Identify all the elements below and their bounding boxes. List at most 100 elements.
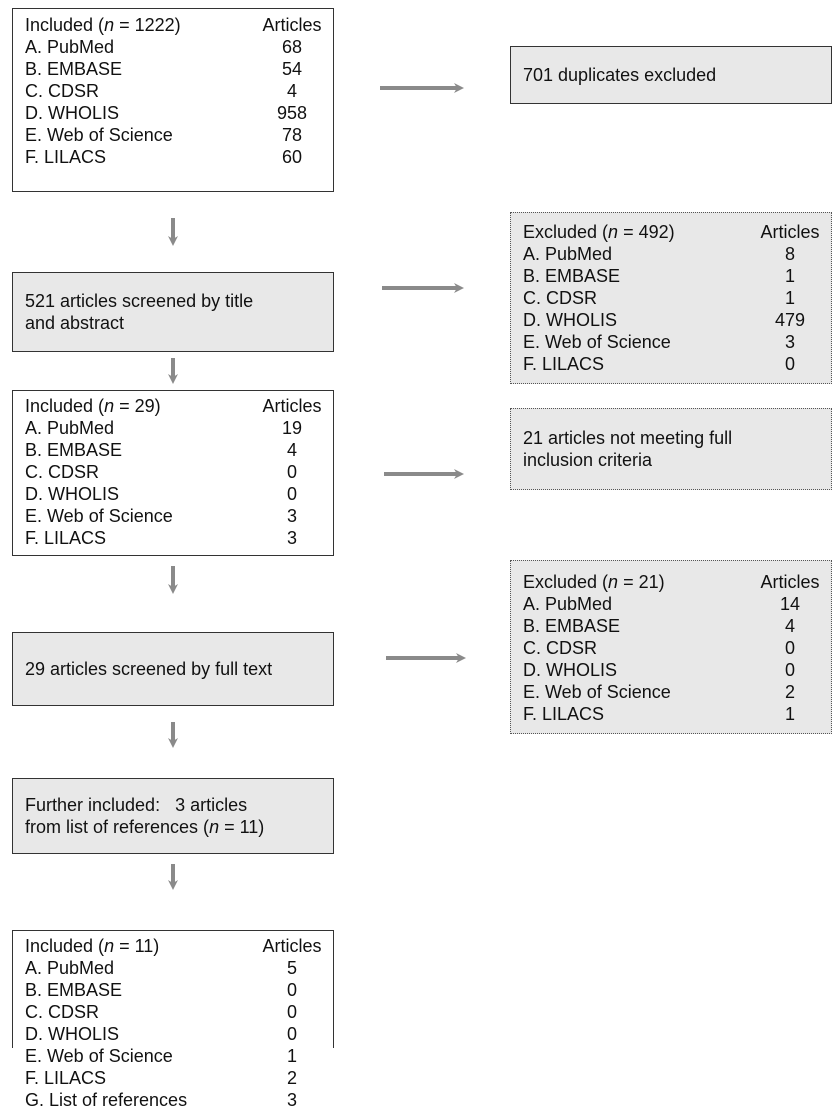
source-row: A. PubMed 8 [523,243,823,265]
source-label: D. WHOLIS [25,1024,120,1044]
source-row: C. CDSR 0 [25,461,325,483]
source-row: E. Web of Science 2 [523,681,823,703]
source-label: E. Web of Science [25,506,173,526]
source-row: D. WHOLIS 479 [523,309,823,331]
source-count: 0 [784,638,795,658]
source-row: C. CDSR 0 [25,1001,325,1023]
source-label: B. EMBASE [523,266,621,286]
screened-title-abstract-text: 521 articles screened by title and abstr… [25,291,254,333]
source-count: 4 [286,440,297,460]
source-label: F. LILACS [25,1068,107,1088]
source-row: E. Web of Science 1 [25,1045,325,1067]
articles-header: Articles [760,222,820,242]
source-label: C. CDSR [523,638,598,658]
source-count: 3 [286,528,297,548]
source-count: 479 [774,310,806,330]
source-row: F. LILACS 1 [523,703,823,725]
box-title: Included (n = 11) [25,936,160,956]
not-meeting-criteria-box: 21 articles not meeting full inclusion c… [510,408,832,490]
screened-title-abstract-box: 521 articles screened by title and abstr… [12,272,334,352]
source-count: 1 [784,266,795,286]
source-count: 0 [784,660,795,680]
source-row: G. List of references 3 [25,1089,325,1111]
source-row: E. Web of Science 3 [523,331,823,353]
source-row: D. WHOLIS 0 [25,1023,325,1045]
further-included-line2: from list of references (n = 11) [25,817,265,837]
duplicates-text: 701 duplicates excluded [523,65,717,85]
source-count: 14 [779,594,801,614]
source-label: A. PubMed [25,418,115,438]
source-row: E. Web of Science 3 [25,505,325,527]
duplicates-excluded-box: 701 duplicates excluded [510,46,832,104]
source-count: 3 [784,332,795,352]
source-row: D. WHOLIS 0 [25,483,325,505]
source-count: 0 [286,484,297,504]
source-list: A. PubMed 14 B. EMBASE 4 C. CDSR 0 D. WHOLIS 0 E… [523,593,823,725]
source-count: 3 [286,1090,297,1110]
source-list: A. PubMed 8 B. EMBASE 1 C. CDSR 1 D. WHOLIS 479… [523,243,823,375]
source-row: B. EMBASE 4 [25,439,325,461]
box-header: Excluded (n = 21) Articles [523,571,823,593]
source-row: F. LILACS 3 [25,527,325,549]
source-row: D. WHOLIS 958 [25,102,325,124]
source-count: 1 [784,288,795,308]
source-count: 1 [286,1046,297,1066]
source-row: C. CDSR 4 [25,80,325,102]
source-row: A. PubMed 5 [25,957,325,979]
screened-full-text-text: 29 articles screened by full text [25,659,273,679]
source-row: C. CDSR 1 [523,287,823,309]
source-count: 78 [281,125,303,145]
source-count: 2 [286,1068,297,1088]
source-row: B. EMBASE 54 [25,58,325,80]
source-label: E. Web of Science [25,125,173,145]
source-label: C. CDSR [25,462,100,482]
source-label: A. PubMed [523,594,613,614]
source-label: E. Web of Science [25,1046,173,1066]
source-row: C. CDSR 0 [523,637,823,659]
source-label: C. CDSR [523,288,598,308]
source-row: F. LILACS 2 [25,1067,325,1089]
source-label: F. LILACS [25,528,107,548]
box-header: Included (n = 11) Articles [25,935,325,957]
excluded-21-box: Excluded (n = 21) Articles A. PubMed 14 B.… [510,560,832,734]
source-label: B. EMBASE [25,980,123,1000]
source-label: A. PubMed [25,958,115,978]
source-label: D. WHOLIS [25,103,120,123]
articles-header: Articles [760,572,820,592]
source-label: D. WHOLIS [523,310,618,330]
source-row: F. LILACS 0 [523,353,823,375]
source-row: A. PubMed 68 [25,36,325,58]
source-count: 8 [784,244,795,264]
source-label: D. WHOLIS [523,660,618,680]
not-meeting-criteria-text: 21 articles not meeting full inclusion c… [523,428,733,470]
source-count: 68 [281,37,303,57]
source-row: E. Web of Science 78 [25,124,325,146]
source-label: D. WHOLIS [25,484,120,504]
source-count: 0 [286,462,297,482]
source-row: B. EMBASE 0 [25,979,325,1001]
included-29-box: Included (n = 29) Articles A. PubMed 19 B.… [12,390,334,556]
source-row: A. PubMed 19 [25,417,325,439]
box-header: Included (n = 29) Articles [25,395,325,417]
source-label: A. PubMed [25,37,115,57]
source-label: B. EMBASE [25,59,123,79]
source-row: B. EMBASE 4 [523,615,823,637]
box-header: Excluded (n = 492) Articles [523,221,823,243]
articles-header: Articles [262,936,322,956]
source-row: D. WHOLIS 0 [523,659,823,681]
further-included-line1: Further included: 3 articles [25,795,248,815]
source-label: C. CDSR [25,1002,100,1022]
screened-full-text-box: 29 articles screened by full text [12,632,334,706]
source-label: E. Web of Science [523,332,671,352]
source-count: 2 [784,682,795,702]
included-1222-box: Included (n = 1222) Articles A. PubMed 68… [12,8,334,192]
source-count: 0 [286,980,297,1000]
box-header: Included (n = 1222) Articles [25,14,325,36]
source-count: 0 [286,1024,297,1044]
source-count: 3 [286,506,297,526]
source-label: G. List of references [25,1090,188,1110]
source-row: A. PubMed 14 [523,593,823,615]
source-label: F. LILACS [523,704,605,724]
source-row: B. EMBASE 1 [523,265,823,287]
box-title: Included (n = 29) [25,396,161,416]
